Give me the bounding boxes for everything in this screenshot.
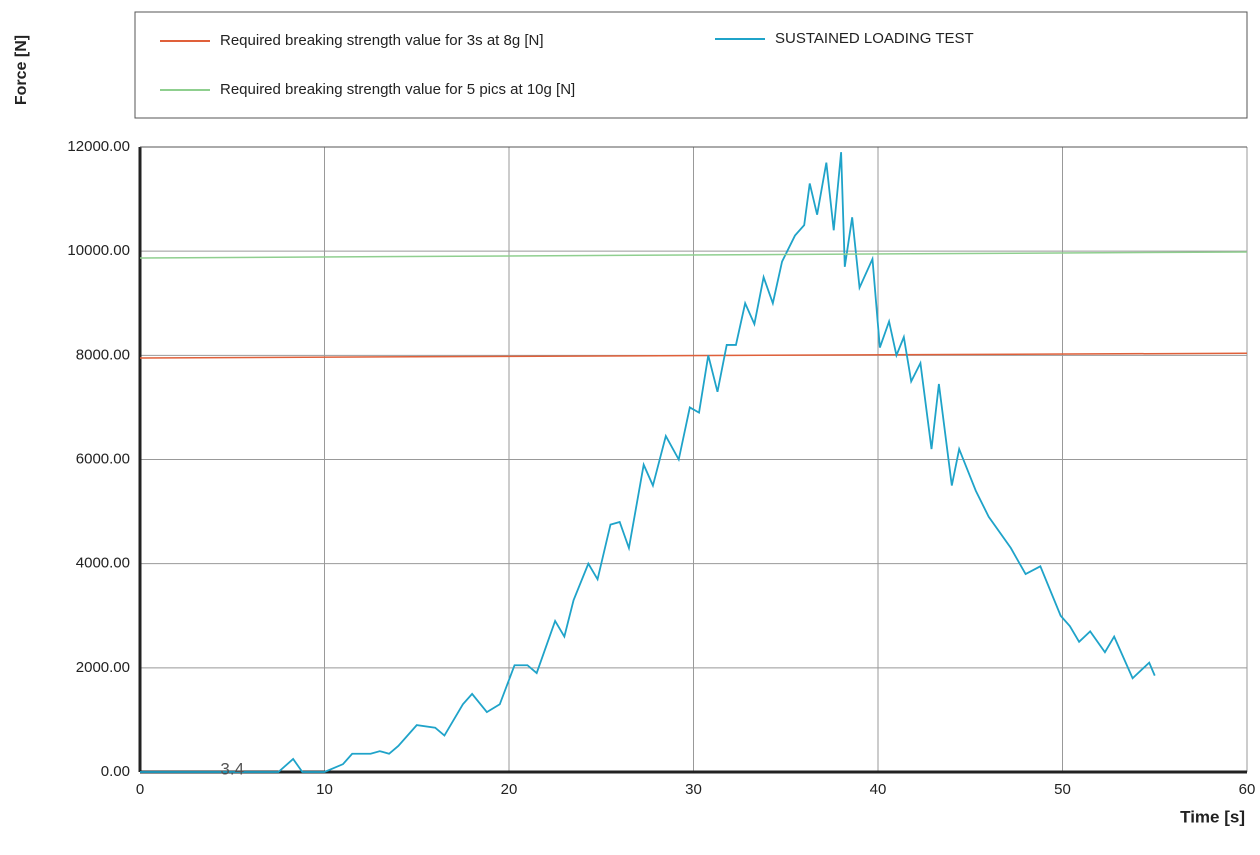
y-axis-label: Force [N] (13, 35, 30, 105)
x-tick-label: 40 (870, 781, 887, 798)
legend-label: SUSTAINED LOADING TEST (775, 30, 974, 47)
x-tick-label: 30 (685, 781, 702, 798)
y-tick-label: 6000.00 (76, 450, 130, 467)
y-tick-label: 0.00 (101, 763, 130, 780)
data-line (139, 352, 1248, 359)
x-axis-label: Time [s] (1180, 807, 1245, 826)
y-tick-label: 10000.00 (67, 242, 130, 259)
y-tick-label: 4000.00 (76, 555, 130, 572)
legend-box (134, 11, 1248, 119)
y-tick-label: 12000.00 (67, 138, 130, 155)
x-tick-label: 20 (501, 781, 518, 798)
x-tick-label: 60 (1239, 781, 1256, 798)
y-tick-label: 2000.00 (76, 659, 130, 676)
legend-label: Required breaking strength value for 5 p… (220, 81, 575, 98)
y-tick-label: 8000.00 (76, 346, 130, 363)
legend-label: Required breaking strength value for 3s … (220, 32, 544, 49)
data-line (140, 152, 1156, 773)
x-tick-label: 0 (136, 781, 144, 798)
x-tick-label: 10 (316, 781, 333, 798)
annotation: 3.4 (220, 759, 244, 778)
data-line (139, 251, 1248, 259)
x-tick-label: 50 (1054, 781, 1071, 798)
